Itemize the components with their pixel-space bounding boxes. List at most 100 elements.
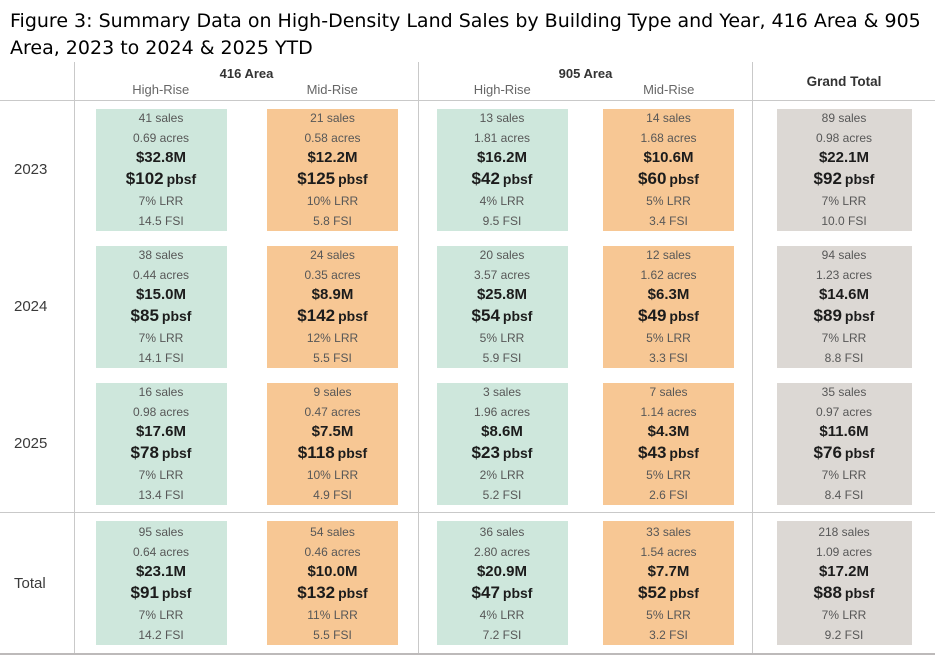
subcolumn-label-905-mid-rise: Mid-Rise	[643, 82, 695, 97]
pbsf-line: $91 pbsf	[130, 582, 192, 602]
fsi-line: 9.2 FSI	[824, 627, 864, 642]
subcolumn-label-416-high-rise: High-Rise	[132, 82, 190, 97]
sales-line: 13 sales	[479, 111, 525, 125]
pbsf-line: $88 pbsf	[813, 582, 875, 602]
cell-column: 35 sales 0.97 acres $11.6M $76 pbsf 7% LRR 8.4…	[752, 375, 935, 512]
fsi-line: 9.5 FSI	[482, 214, 522, 228]
value-line: $20.9M	[476, 562, 528, 580]
acres-line: 1.96 acres	[473, 405, 531, 419]
fsi-line: 14.1 FSI	[138, 351, 184, 365]
value-line: $17.2M	[818, 562, 870, 580]
table-row: 2025 16 sales 0.98 acres $17.6M $78 pbsf 7% LR…	[0, 375, 935, 512]
data-cell[interactable]: 9 sales 0.47 acres $7.5M $118 pbsf 10% LRR 4.9…	[267, 382, 398, 505]
cell-column: 7 sales 1.14 acres $4.3M $43 pbsf 5% LRR 2.6 F…	[585, 375, 752, 512]
header-corner	[0, 62, 75, 100]
fsi-line: 5.5 FSI	[313, 351, 352, 365]
data-cell[interactable]: 7 sales 1.14 acres $4.3M $43 pbsf 5% LRR 2.6 F…	[603, 382, 734, 505]
sales-line: 21 sales	[310, 111, 355, 125]
table-body: 2023 41 sales 0.69 acres $32.8M $102 pbsf 7% L…	[0, 101, 935, 653]
acres-line: 0.64 acres	[132, 544, 190, 559]
cell-column: 38 sales 0.44 acres $15.0M $85 pbsf 7% LRR 14.…	[75, 238, 247, 375]
value-line: $22.1M	[818, 149, 870, 166]
row-label-total: Total	[0, 513, 75, 653]
lrr-line: 5% LRR	[646, 607, 691, 622]
data-cell[interactable]: 89 sales 0.98 acres $22.1M $92 pbsf 7% LRR 10.…	[776, 108, 912, 231]
data-cell[interactable]: 14 sales 1.68 acres $10.6M $60 pbsf 5% LRR 3.4…	[603, 108, 734, 231]
data-cell[interactable]: 95 sales 0.64 acres $23.1M $91 pbsf 7% LRR 14.…	[95, 521, 227, 645]
value-line: $25.8M	[476, 286, 528, 303]
cell-column: 33 sales 1.54 acres $7.7M $52 pbsf 5% LRR 3.2 …	[585, 513, 752, 653]
acres-line: 1.54 acres	[640, 544, 697, 559]
value-line: $12.2M	[307, 149, 358, 166]
data-cell[interactable]: 33 sales 1.54 acres $7.7M $52 pbsf 5% LRR 3.2 …	[603, 521, 734, 645]
group-label-905-area: 905 Area	[558, 66, 613, 81]
sales-line: 89 sales	[821, 111, 867, 125]
data-cell[interactable]: 38 sales 0.44 acres $15.0M $85 pbsf 7% LRR 14.…	[95, 245, 227, 368]
sales-line: 7 sales	[649, 385, 688, 399]
lrr-line: 4% LRR	[479, 607, 525, 622]
column-group-905-area: 905 Area High-Rise Mid-Rise	[418, 62, 752, 100]
group-label-416-area: 416 Area	[219, 66, 274, 81]
pbsf-line: $102 pbsf	[125, 169, 197, 188]
data-cell[interactable]: 54 sales 0.46 acres $10.0M $132 pbsf 11% LRR 5…	[267, 521, 398, 645]
data-cell[interactable]: 218 sales 1.09 acres $17.2M $88 pbsf 7% LRR 9.…	[776, 521, 912, 645]
sales-line: 94 sales	[821, 248, 867, 262]
acres-line: 0.35 acres	[304, 268, 361, 282]
column-group-416-area: 416 Area High-Rise Mid-Rise	[75, 62, 418, 100]
lrr-line: 12% LRR	[306, 331, 359, 345]
cell-column: 21 sales 0.58 acres $12.2M $125 pbsf 10% LRR 5…	[247, 101, 418, 238]
data-cell[interactable]: 13 sales 1.81 acres $16.2M $42 pbsf 4% LRR 9.5…	[436, 108, 568, 231]
lrr-line: 7% LRR	[138, 331, 184, 345]
data-cell[interactable]: 16 sales 0.98 acres $17.6M $78 pbsf 7% LRR 13.…	[95, 382, 227, 505]
pbsf-line: $23 pbsf	[471, 443, 533, 462]
data-cell[interactable]: 20 sales 3.57 acres $25.8M $54 pbsf 5% LRR 5.9…	[436, 245, 568, 368]
acres-line: 0.98 acres	[132, 405, 190, 419]
cell-column: 89 sales 0.98 acres $22.1M $92 pbsf 7% LRR 10.…	[752, 101, 935, 238]
acres-line: 3.57 acres	[473, 268, 531, 282]
row-label-2024: 2024	[0, 238, 75, 375]
cell-column: 36 sales 2.80 acres $20.9M $47 pbsf 4% LRR 7.2…	[418, 513, 585, 653]
cell-column: 94 sales 1.23 acres $14.6M $89 pbsf 7% LRR 8.8…	[752, 238, 935, 375]
pbsf-line: $142 pbsf	[297, 306, 368, 325]
lrr-line: 5% LRR	[646, 194, 691, 208]
data-cell[interactable]: 94 sales 1.23 acres $14.6M $89 pbsf 7% LRR 8.8…	[776, 245, 912, 368]
row-label-2025: 2025	[0, 375, 75, 512]
data-cell[interactable]: 35 sales 0.97 acres $11.6M $76 pbsf 7% LRR 8.4…	[776, 382, 912, 505]
value-line: $14.6M	[818, 286, 870, 303]
acres-line: 1.09 acres	[815, 544, 873, 559]
data-cell[interactable]: 41 sales 0.69 acres $32.8M $102 pbsf 7% LRR 14…	[95, 108, 227, 231]
data-cell[interactable]: 36 sales 2.80 acres $20.9M $47 pbsf 4% LRR 7.2…	[436, 521, 568, 645]
data-cell[interactable]: 24 sales 0.35 acres $8.9M $142 pbsf 12% LRR 5.…	[267, 245, 398, 368]
cell-column: 13 sales 1.81 acres $16.2M $42 pbsf 4% LRR 9.5…	[418, 101, 585, 238]
table-row: Total 95 sales 0.64 acres $23.1M $91 pbsf 7% L…	[0, 512, 935, 653]
pbsf-line: $49 pbsf	[638, 306, 699, 325]
table-row: 2024 38 sales 0.44 acres $15.0M $85 pbsf 7% LR…	[0, 238, 935, 375]
fsi-line: 5.9 FSI	[482, 351, 522, 365]
lrr-line: 5% LRR	[646, 331, 691, 345]
data-cell[interactable]: 21 sales 0.58 acres $12.2M $125 pbsf 10% LRR 5…	[267, 108, 398, 231]
pbsf-line: $52 pbsf	[638, 582, 699, 602]
cell-column: 24 sales 0.35 acres $8.9M $142 pbsf 12% LRR 5.…	[247, 238, 418, 375]
sales-line: 33 sales	[646, 524, 691, 539]
lrr-line: 7% LRR	[821, 607, 867, 622]
sales-line: 38 sales	[138, 248, 184, 262]
pbsf-line: $85 pbsf	[130, 306, 192, 325]
value-line: $8.9M	[311, 286, 354, 303]
fsi-line: 4.9 FSI	[313, 488, 352, 502]
summary-table: 416 Area High-Rise Mid-Rise 905 Area Hig…	[0, 62, 935, 655]
table-header: 416 Area High-Rise Mid-Rise 905 Area Hig…	[0, 62, 935, 101]
sales-line: 14 sales	[646, 111, 691, 125]
acres-line: 0.46 acres	[304, 544, 361, 559]
lrr-line: 7% LRR	[821, 468, 867, 482]
data-cell[interactable]: 12 sales 1.62 acres $6.3M $49 pbsf 5% LRR 3.3 …	[603, 245, 734, 368]
data-cell[interactable]: 3 sales 1.96 acres $8.6M $23 pbsf 2% LRR 5.2 F…	[436, 382, 568, 505]
sales-line: 3 sales	[482, 385, 522, 399]
sales-line: 20 sales	[479, 248, 525, 262]
sales-line: 24 sales	[310, 248, 355, 262]
value-line: $10.0M	[307, 562, 358, 580]
fsi-line: 3.3 FSI	[649, 351, 688, 365]
lrr-line: 2% LRR	[479, 468, 525, 482]
pbsf-line: $42 pbsf	[471, 169, 533, 188]
cell-column: 12 sales 1.62 acres $6.3M $49 pbsf 5% LRR 3.3 …	[585, 238, 752, 375]
lrr-line: 10% LRR	[306, 194, 359, 208]
